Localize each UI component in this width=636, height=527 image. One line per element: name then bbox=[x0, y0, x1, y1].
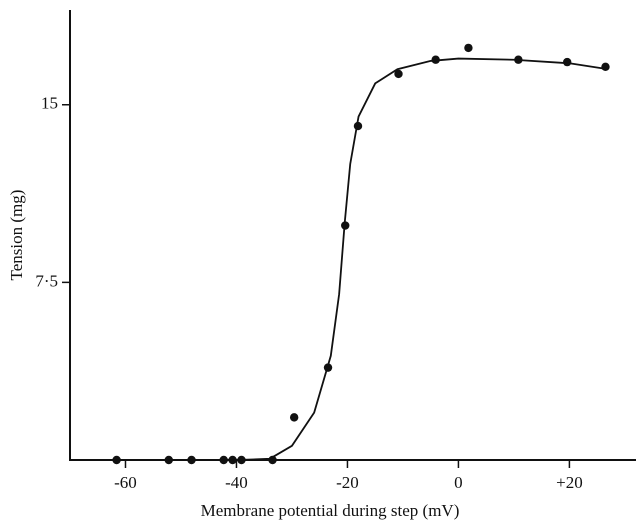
x-tick-label: 0 bbox=[454, 473, 463, 492]
y-tick-label: 15 bbox=[41, 94, 58, 113]
data-point bbox=[289, 413, 299, 422]
x-tick-label: -20 bbox=[336, 473, 359, 492]
data-point bbox=[601, 62, 610, 72]
y-tick-label: 7·5 bbox=[35, 271, 58, 290]
y-axis-label: Tension (mg) bbox=[7, 190, 26, 281]
fit-curve bbox=[70, 57, 609, 461]
data-point bbox=[394, 69, 403, 79]
x-tick-label: -60 bbox=[114, 473, 137, 492]
x-tick-label: -40 bbox=[225, 473, 248, 492]
x-tick-label: +20 bbox=[556, 473, 583, 492]
data-point bbox=[562, 57, 572, 67]
data-point bbox=[464, 43, 473, 53]
x-axis-label: Membrane potential during step (mV) bbox=[201, 501, 460, 520]
